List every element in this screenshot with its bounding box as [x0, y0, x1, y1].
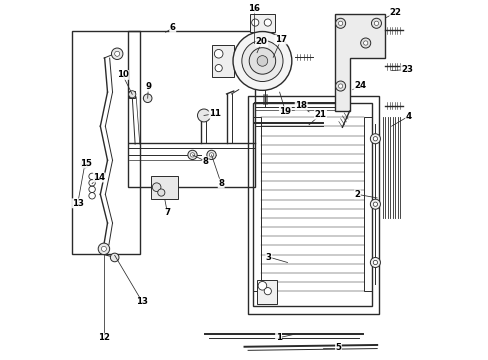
Bar	[363, 117, 371, 291]
Circle shape	[363, 41, 367, 45]
Circle shape	[258, 282, 266, 290]
Circle shape	[335, 81, 345, 91]
Circle shape	[187, 150, 197, 159]
Circle shape	[209, 153, 213, 157]
Polygon shape	[335, 14, 385, 111]
Bar	[253, 117, 261, 291]
Circle shape	[214, 49, 223, 58]
Circle shape	[101, 246, 106, 251]
Circle shape	[81, 160, 89, 168]
Circle shape	[360, 38, 370, 48]
Text: 14: 14	[93, 173, 105, 182]
Text: 16: 16	[248, 4, 260, 13]
Text: 24: 24	[353, 81, 366, 90]
Circle shape	[98, 243, 109, 255]
Text: 8: 8	[218, 179, 224, 188]
Circle shape	[115, 51, 120, 56]
Text: 10: 10	[117, 71, 128, 80]
Text: 7: 7	[164, 208, 170, 217]
Text: 15: 15	[80, 159, 92, 168]
Circle shape	[215, 64, 222, 72]
Bar	[249, 14, 274, 32]
Bar	[151, 176, 178, 199]
Circle shape	[371, 18, 381, 28]
Circle shape	[158, 189, 164, 196]
Text: 8: 8	[203, 157, 208, 166]
Bar	[128, 31, 255, 187]
Circle shape	[152, 183, 161, 192]
Text: 11: 11	[209, 109, 221, 118]
Bar	[247, 96, 378, 315]
Text: 13: 13	[72, 199, 83, 208]
Circle shape	[190, 153, 194, 157]
Circle shape	[233, 32, 291, 90]
Text: 3: 3	[265, 253, 271, 262]
Bar	[211, 45, 233, 77]
Circle shape	[111, 48, 122, 59]
Text: 12: 12	[98, 333, 110, 342]
Text: 22: 22	[389, 8, 401, 17]
Text: 18: 18	[295, 101, 306, 110]
Text: 6: 6	[169, 23, 175, 32]
Circle shape	[369, 199, 380, 209]
Text: 17: 17	[274, 35, 286, 44]
Circle shape	[372, 136, 377, 141]
Text: 13: 13	[136, 297, 148, 306]
Circle shape	[257, 56, 267, 66]
Circle shape	[242, 40, 283, 81]
Circle shape	[372, 260, 377, 265]
Text: 21: 21	[314, 110, 326, 119]
Text: 9: 9	[145, 82, 151, 91]
Circle shape	[249, 48, 275, 74]
Circle shape	[373, 21, 378, 26]
Circle shape	[335, 18, 345, 28]
Circle shape	[143, 94, 152, 103]
Circle shape	[264, 288, 271, 295]
Bar	[72, 31, 140, 253]
Circle shape	[251, 19, 258, 26]
Bar	[253, 103, 371, 306]
Circle shape	[369, 134, 380, 144]
Circle shape	[110, 253, 119, 262]
Text: 5: 5	[335, 343, 341, 352]
Text: 23: 23	[400, 65, 412, 74]
Circle shape	[128, 91, 136, 98]
Circle shape	[369, 257, 380, 267]
Circle shape	[197, 109, 210, 122]
Circle shape	[338, 21, 342, 26]
Bar	[129, 91, 135, 98]
Text: 19: 19	[279, 107, 291, 116]
Circle shape	[338, 84, 342, 88]
Circle shape	[206, 150, 216, 159]
Text: 2: 2	[354, 190, 360, 199]
Text: 4: 4	[405, 112, 411, 121]
Circle shape	[264, 19, 271, 26]
Circle shape	[372, 202, 377, 206]
Text: 20: 20	[255, 37, 267, 46]
Text: 1: 1	[275, 333, 281, 342]
Bar	[257, 280, 276, 304]
